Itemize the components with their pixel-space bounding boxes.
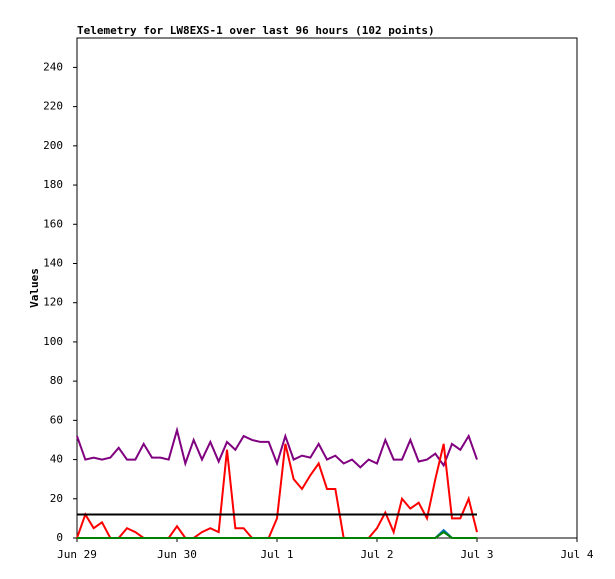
y-tick-label: 200 bbox=[43, 139, 63, 152]
x-tick-label: Jul 1 bbox=[260, 548, 293, 561]
series-line bbox=[76, 426, 478, 469]
y-tick-label: 20 bbox=[50, 492, 63, 505]
y-axis-label: Values bbox=[28, 268, 41, 308]
y-tick-label: 180 bbox=[43, 178, 63, 191]
chart-title: Telemetry for LW8EXS-1 over last 96 hour… bbox=[77, 24, 435, 37]
x-tick-label: Jul 4 bbox=[560, 548, 593, 561]
y-tick-label: 240 bbox=[43, 60, 63, 73]
y-tick-label: 220 bbox=[43, 100, 63, 113]
y-tick-label: 40 bbox=[50, 453, 63, 466]
x-tick-label: Jun 29 bbox=[57, 548, 97, 561]
y-tick-label: 0 bbox=[56, 531, 63, 544]
y-tick-label: 100 bbox=[43, 335, 63, 348]
y-tick-label: 80 bbox=[50, 374, 63, 387]
plot-frame bbox=[76, 37, 578, 539]
x-tick-label: Jul 2 bbox=[360, 548, 393, 561]
y-tick-label: 140 bbox=[43, 256, 63, 269]
y-tick-label: 120 bbox=[43, 296, 63, 309]
y-tick-label: 160 bbox=[43, 217, 63, 230]
x-tick-label: Jul 3 bbox=[460, 548, 493, 561]
y-tick-label: 60 bbox=[50, 413, 63, 426]
x-tick-label: Jun 30 bbox=[157, 548, 197, 561]
series-line bbox=[77, 530, 477, 539]
